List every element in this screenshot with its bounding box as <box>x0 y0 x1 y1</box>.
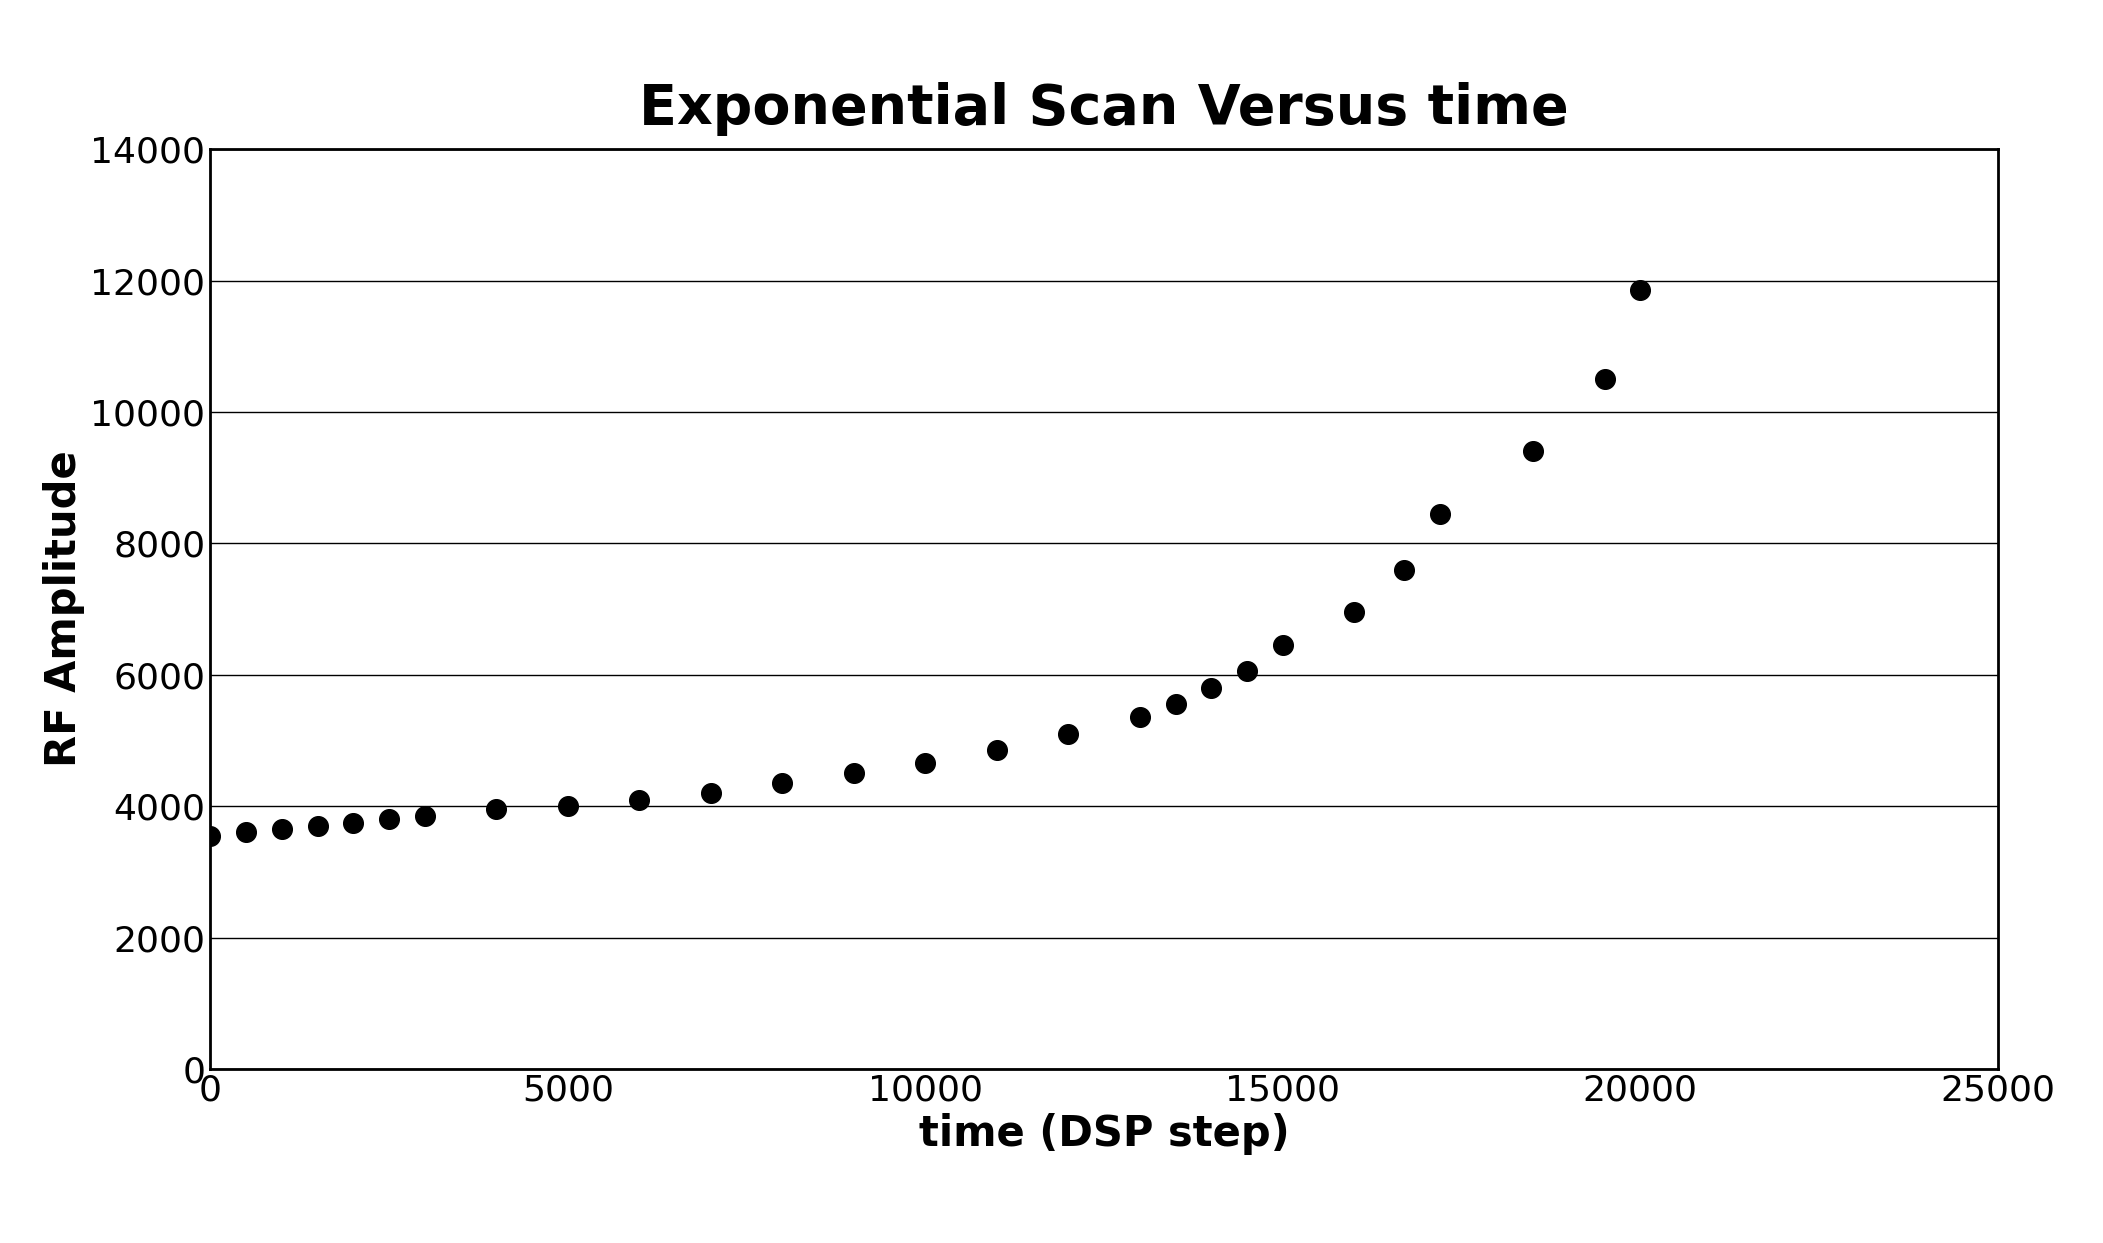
Point <box>265 819 299 839</box>
Point <box>837 763 871 783</box>
Point <box>1424 503 1457 523</box>
Point <box>1624 281 1657 301</box>
Point <box>1159 695 1192 715</box>
Point <box>229 823 263 843</box>
X-axis label: time (DSP step): time (DSP step) <box>919 1114 1289 1156</box>
Point <box>980 741 1014 761</box>
Point <box>193 825 227 845</box>
Point <box>301 815 334 835</box>
Point <box>372 809 406 829</box>
Title: Exponential Scan Versus time: Exponential Scan Versus time <box>639 82 1569 137</box>
Point <box>479 799 513 819</box>
Point <box>1123 707 1157 727</box>
Point <box>1516 441 1550 461</box>
Point <box>908 753 942 773</box>
Point <box>408 807 442 827</box>
Point <box>765 773 799 793</box>
Point <box>1388 559 1422 579</box>
Point <box>1338 603 1371 623</box>
Point <box>1230 661 1264 681</box>
Point <box>694 783 728 803</box>
Point <box>1266 635 1300 655</box>
Point <box>1588 369 1621 389</box>
Point <box>336 813 370 833</box>
Point <box>1195 677 1228 697</box>
Point <box>551 797 585 817</box>
Point <box>622 789 656 809</box>
Y-axis label: RF Amplitude: RF Amplitude <box>42 451 84 767</box>
Point <box>1052 723 1085 743</box>
